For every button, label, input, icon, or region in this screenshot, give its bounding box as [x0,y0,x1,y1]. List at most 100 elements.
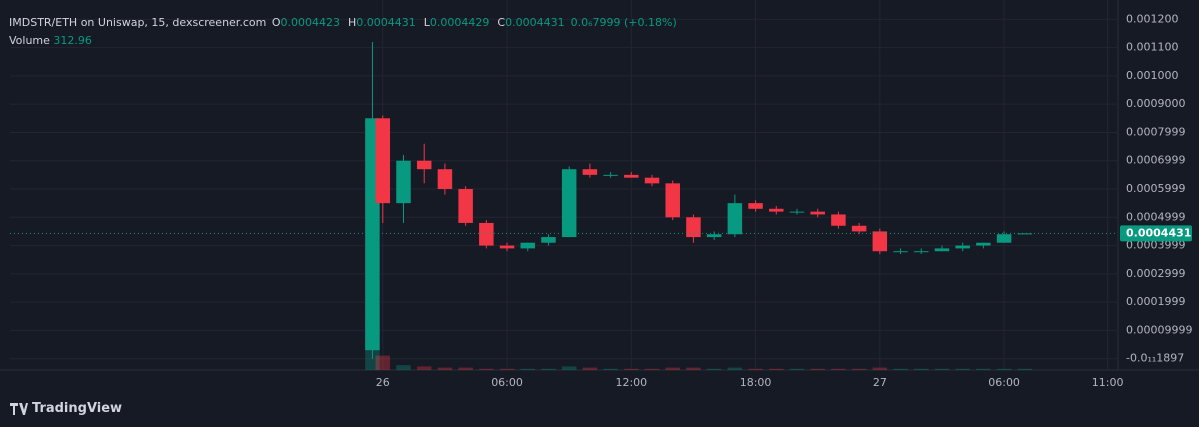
candle-body [561,169,577,238]
volume-bar [810,368,825,370]
y-tick-label: 0.0003999 [1126,239,1186,252]
volume-label: Volume [9,34,50,47]
volume-bar [914,368,929,370]
y-tick-label: 0.001200 [1126,12,1179,25]
candle-body [955,245,970,249]
volume-bar [416,366,432,370]
ohlc-key: L [423,16,430,29]
candle-body [996,234,1012,243]
volume-bar [831,368,846,370]
volume-bar [624,368,639,370]
volume-bar [479,368,494,370]
last-price-box [1120,225,1192,242]
logo [10,402,28,415]
candle-body [437,169,453,189]
volume-bar [748,368,763,370]
volume-bar [561,366,577,370]
candle-body [479,222,494,246]
x-tick-label: 18:00 [740,376,772,389]
change: 0.0₆7999 (+0.18%) [570,16,677,29]
candle-body [416,160,432,170]
y-tick-label: -0.0₁₁1897 [1126,352,1184,365]
candle-body [872,231,888,252]
volume-bar [955,368,970,370]
x-tick-label: 06:00 [491,376,523,389]
y-tick-label: 0.0002999 [1126,267,1186,280]
candle-body [976,242,991,246]
candle-body [727,203,743,235]
volume-bar [520,368,536,370]
volume-bar [437,367,453,370]
y-tick-label: 0.001100 [1126,41,1179,54]
candle-body [914,251,929,253]
candle-body [706,234,722,238]
volume-bar [851,368,867,370]
volume-bar [996,368,1012,370]
volume-bar [375,355,391,370]
volume-bar [396,365,411,370]
volume-bar [706,368,722,370]
candle-body [831,214,846,226]
symbol-title: IMDSTR/ETH on Uniswap, 15, dexscreener.c… [9,16,267,29]
volume-bar [727,367,743,370]
last-price-label: 0.0004431 [1126,226,1191,239]
volume-bar [686,367,701,370]
ohlc-value: 0.0004423 [280,16,340,29]
ohlc-value: 0.0004429 [429,16,490,29]
y-tick-label: 0.0001999 [1126,295,1186,308]
y-tick-label: 0.0006999 [1126,154,1186,167]
volume-bar [893,368,908,370]
volume-bar [582,367,598,370]
candle-body [541,237,556,243]
candle-body [893,251,908,253]
legend: IMDSTR/ETH on Uniswap, 15, dexscreener.c… [9,14,683,50]
candle-body [396,160,411,204]
volume-bar [458,367,473,370]
ohlc-key: H [347,16,357,29]
volume-bar [665,367,680,370]
volume-value: 312.96 [53,34,92,47]
candle-body [934,248,950,252]
volume-bar [872,367,888,370]
candle-body [603,174,618,176]
candle-body [665,183,680,218]
y-tick-label: 0.0007999 [1126,125,1186,138]
y-tick-label: 0.00009999 [1126,323,1192,336]
legend-row: IMDSTR/ETH on Uniswap, 15, dexscreener.c… [9,14,683,32]
candle-body [1017,233,1033,235]
volume-bar [769,368,784,370]
brand: TradingView [32,401,123,416]
candle-body [851,225,867,232]
candle-body [499,245,515,249]
y-tick-label: 0.001000 [1126,69,1179,82]
candle-body [624,174,639,178]
volume-bar [789,368,805,370]
candle-body [789,211,805,213]
ohlc-value: 0.0004431 [356,16,416,29]
candle-body [644,177,660,184]
volume-bar [499,368,515,370]
candle-body [810,211,825,215]
y-tick-label: 0.0004999 [1126,210,1186,223]
volume-bar [934,368,950,370]
ohlc-key: C [497,16,506,29]
volume-row: Volume 312.96 [9,32,683,50]
volume-bar [541,368,556,370]
x-tick-label: 27 [873,376,887,389]
volume-bar [1017,368,1033,370]
y-tick-label: 0.0009000 [1126,97,1186,110]
candle-body [520,242,536,249]
candle-body [769,208,784,212]
x-tick-label: 06:00 [988,376,1020,389]
candle-body [748,203,763,209]
y-tick-label: 0.0005999 [1126,182,1186,195]
candle-body [582,169,598,175]
x-tick-label: 12:00 [615,376,647,389]
volume-bar [603,368,618,370]
ohlc-value: 0.0004431 [505,16,565,29]
candle-body [686,217,701,238]
volume-bar [976,368,991,370]
candle-body [375,118,391,204]
